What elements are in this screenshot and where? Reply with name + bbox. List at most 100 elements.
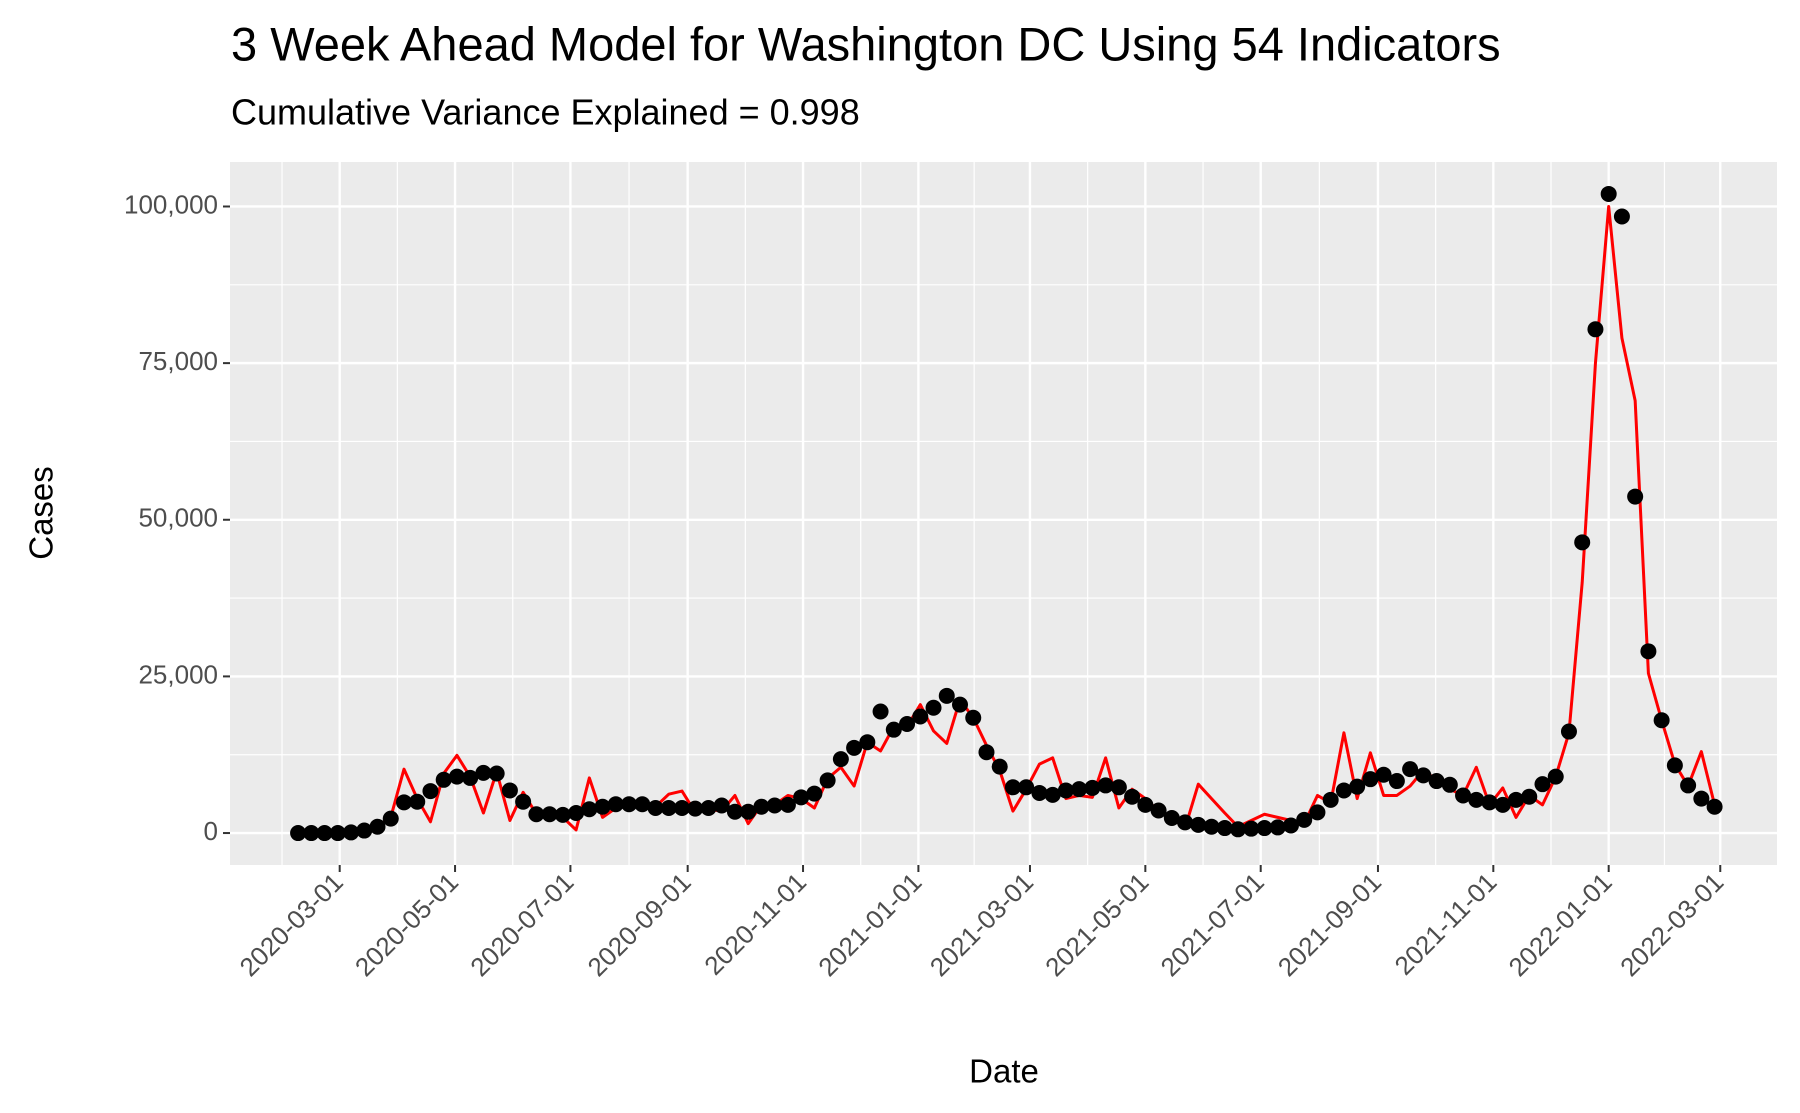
data-point	[991, 758, 1008, 775]
data-point	[528, 806, 545, 823]
data-point	[1613, 208, 1630, 225]
data-point	[369, 818, 386, 835]
data-point	[925, 699, 942, 716]
data-point	[1693, 790, 1710, 807]
data-point	[290, 825, 307, 842]
x-tick-label: 2020-05-01	[349, 867, 464, 982]
data-point	[1177, 814, 1194, 831]
data-point	[952, 696, 969, 713]
x-tick-label: 2022-01-01	[1503, 867, 1618, 982]
data-point	[303, 825, 320, 842]
data-point	[832, 751, 849, 768]
data-point	[673, 799, 690, 816]
data-point	[806, 785, 823, 802]
data-point	[1230, 821, 1247, 838]
data-point	[462, 769, 479, 786]
data-point	[316, 825, 333, 842]
panel	[230, 162, 1777, 865]
data-point	[395, 794, 412, 811]
data-point	[978, 744, 995, 761]
data-point	[1137, 796, 1154, 813]
data-point	[1388, 773, 1405, 790]
data-point	[899, 716, 916, 733]
data-point	[382, 810, 399, 827]
data-point	[343, 824, 360, 841]
x-tick-label: 2021-07-01	[1155, 867, 1270, 982]
data-point	[1494, 796, 1511, 813]
data-point	[1441, 776, 1458, 793]
data-point	[740, 803, 757, 820]
data-point	[1190, 816, 1207, 833]
data-point	[409, 793, 426, 810]
data-point	[687, 800, 704, 817]
x-tick-label: 2021-03-01	[924, 867, 1039, 982]
data-point	[475, 764, 492, 781]
data-point	[1084, 779, 1101, 796]
data-point	[1031, 784, 1048, 801]
data-point	[726, 803, 743, 820]
chart-title: 3 Week Ahead Model for Washington DC Usi…	[231, 17, 1501, 70]
data-point	[634, 796, 651, 813]
data-point	[1124, 788, 1141, 805]
data-point	[1587, 321, 1604, 338]
data-point	[859, 734, 876, 751]
data-point	[1468, 791, 1485, 808]
x-tick-label: 2021-11-01	[1389, 867, 1503, 981]
y-tick-label: 0	[204, 816, 218, 846]
data-point	[1640, 643, 1657, 660]
x-tick-label: 2021-01-01	[812, 867, 927, 982]
data-point	[1534, 776, 1551, 793]
y-tick-label: 25,000	[138, 659, 218, 689]
data-point	[872, 703, 889, 720]
data-point	[1428, 773, 1445, 790]
data-point	[846, 739, 863, 756]
data-point	[1666, 757, 1683, 774]
data-point	[753, 798, 770, 815]
data-point	[700, 799, 717, 816]
data-point	[1508, 791, 1525, 808]
data-point	[621, 796, 638, 813]
data-point	[647, 799, 664, 816]
data-point	[1653, 712, 1670, 729]
data-point	[1349, 778, 1366, 795]
data-point	[541, 806, 558, 823]
data-point	[1269, 819, 1286, 836]
data-point	[435, 771, 452, 788]
data-point	[1309, 804, 1326, 821]
data-point	[581, 801, 598, 818]
data-point	[594, 798, 611, 815]
data-point	[1335, 782, 1352, 799]
data-point	[1521, 788, 1538, 805]
data-point	[1560, 723, 1577, 740]
data-point	[1203, 818, 1220, 835]
data-point	[448, 768, 465, 785]
data-point	[1163, 810, 1180, 827]
data-point	[1375, 766, 1392, 783]
data-point	[1110, 779, 1127, 796]
y-axis-title: Cases	[23, 466, 60, 560]
data-point	[1018, 779, 1035, 796]
data-point	[1455, 787, 1472, 804]
data-point	[488, 765, 505, 782]
data-point	[1296, 811, 1313, 828]
data-point	[660, 799, 677, 816]
data-point	[885, 721, 902, 738]
x-tick-label: 2022-03-01	[1614, 867, 1729, 982]
data-point	[1600, 185, 1617, 202]
data-point	[713, 797, 730, 814]
x-axis-title: Date	[969, 1053, 1039, 1090]
data-point	[1574, 534, 1591, 551]
x-tick-label: 2020-11-01	[698, 867, 812, 981]
data-point	[1256, 820, 1273, 837]
x-tick-label: 2020-07-01	[464, 867, 579, 982]
data-point	[329, 825, 346, 842]
data-point	[1706, 798, 1723, 815]
x-tick-label: 2020-03-01	[234, 867, 349, 982]
data-point	[1150, 802, 1167, 819]
data-point	[1057, 782, 1074, 799]
data-point	[793, 789, 810, 806]
data-point	[1216, 820, 1233, 837]
data-point	[515, 793, 532, 810]
